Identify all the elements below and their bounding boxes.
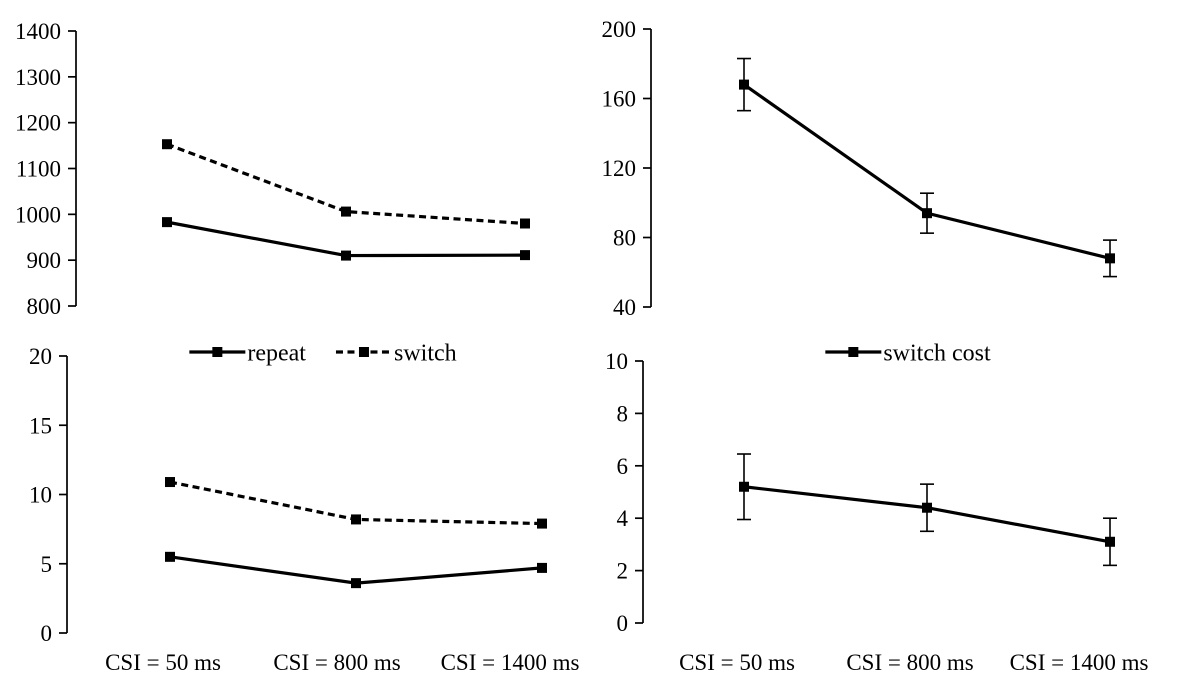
data-point-marker (162, 217, 172, 228)
y-tick-label: 900 (27, 248, 62, 273)
series-switch (162, 139, 530, 229)
data-point-marker (520, 250, 530, 261)
chart-error-switch-cost: 0 2 4 6 8 10 CSI = 50 ms CSI = 800 ms CSI = 1400… (605, 349, 1148, 675)
legend-item-switch-cost: switch cost (825, 341, 991, 367)
legend-marker (848, 347, 859, 357)
data-point-marker (739, 481, 749, 492)
y-tick-label: 160 (602, 87, 637, 112)
series-line-repeat (166, 220, 526, 258)
legend-marker (358, 347, 369, 357)
series-repeat (165, 551, 547, 589)
y-tick-label: 40 (613, 295, 636, 320)
x-category-label: CSI = 800 ms (273, 650, 400, 675)
x-category-label: CSI = 800 ms (846, 650, 973, 675)
legend-label: repeat (247, 341, 306, 367)
chart-rt-switch-cost: 40 80 120 160 200 (602, 17, 1117, 320)
legend-label: switch (394, 341, 457, 367)
y-tick-label: 1100 (16, 157, 61, 182)
y-tick-label: 15 (29, 413, 52, 438)
y-tick-label: 0 (41, 621, 53, 646)
x-category-label: CSI = 1400 ms (1010, 650, 1149, 675)
data-point-marker (739, 79, 749, 90)
data-point-marker (520, 218, 530, 229)
chart-rt: 800 900 1000 1100 1200 1300 1400 (15, 19, 530, 319)
y-tick-label: 6 (617, 454, 629, 479)
y-tick-label: 120 (602, 156, 637, 181)
x-category-label: CSI = 1400 ms (441, 650, 580, 675)
data-point-marker (341, 250, 351, 261)
y-tick-label: 0 (617, 611, 629, 636)
legend-right: switch cost (825, 341, 991, 367)
series-switch-cost (737, 453, 1117, 567)
y-tick-label: 4 (617, 506, 629, 531)
series-switch (165, 477, 547, 529)
y-tick-label: 20 (29, 344, 52, 369)
y-tick-label: 10 (29, 483, 52, 508)
data-point-marker (351, 578, 361, 589)
legend-left: repeat switch (189, 341, 457, 367)
chart-error-rate: 0 5 10 15 20 CSI = 50 ms CSI = 800 ms CSI = 140… (29, 344, 579, 675)
data-point-marker (537, 518, 547, 529)
y-tick-label: 1200 (15, 111, 61, 136)
data-point-marker (341, 206, 351, 217)
data-point-marker (351, 514, 361, 525)
series-switch-cost (737, 57, 1117, 278)
y-tick-label: 800 (27, 294, 62, 319)
y-tick-label: 200 (602, 17, 637, 42)
x-category-label: CSI = 50 ms (679, 650, 795, 675)
data-point-marker (537, 562, 547, 573)
y-tick-label: 8 (617, 401, 629, 426)
y-tick-label: 1000 (15, 202, 61, 227)
series-line-switch (166, 142, 526, 226)
legend-label: switch cost (883, 341, 991, 367)
data-point-marker (165, 477, 175, 488)
y-tick-label: 2 (617, 559, 629, 584)
y-tick-label: 80 (613, 226, 636, 251)
legend-marker (212, 347, 223, 357)
y-tick-label: 5 (41, 552, 53, 577)
data-point-marker (922, 502, 932, 513)
data-point-marker (162, 139, 172, 150)
series-repeat (162, 217, 530, 261)
y-tick-label: 1300 (15, 65, 61, 90)
data-point-marker (922, 208, 932, 219)
x-category-label: CSI = 50 ms (105, 650, 221, 675)
legend-item-switch: switch (335, 341, 457, 367)
data-point-marker (165, 551, 175, 562)
legend-item-repeat: repeat (189, 341, 306, 367)
data-point-marker (1105, 536, 1115, 547)
y-tick-label: 1400 (15, 19, 61, 44)
data-point-marker (1105, 253, 1115, 264)
y-tick-label: 10 (605, 349, 628, 374)
